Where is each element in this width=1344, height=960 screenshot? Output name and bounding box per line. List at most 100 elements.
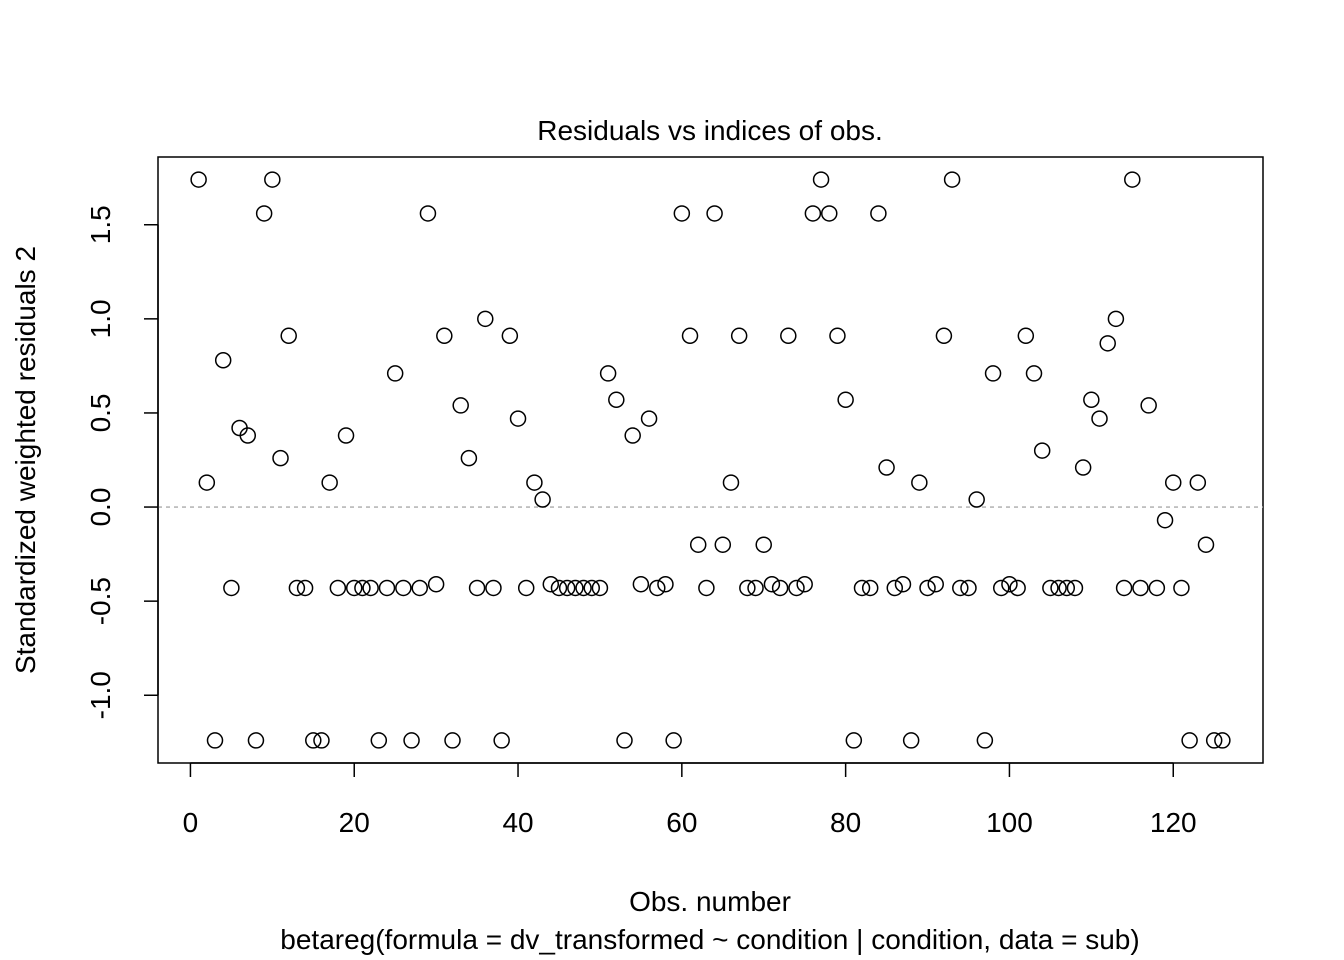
x-axis: 0 20 40 60 80 100 120	[183, 762, 1197, 838]
x-tick-label: 100	[986, 807, 1033, 838]
data-point	[206, 732, 224, 749]
x-tick-label: 80	[830, 807, 861, 838]
data-point	[542, 575, 560, 593]
data-point	[747, 579, 764, 597]
data-point	[1124, 171, 1141, 188]
data-point	[485, 579, 502, 597]
data-point	[477, 310, 494, 328]
data-point	[681, 327, 699, 345]
data-point	[1115, 579, 1133, 597]
x-tick-label: 0	[183, 807, 199, 838]
data-point	[870, 205, 887, 222]
data-point	[345, 579, 363, 597]
data-point	[927, 575, 944, 593]
data-point	[534, 491, 551, 508]
data-point	[509, 410, 527, 427]
data-point	[886, 579, 904, 597]
data-point	[214, 352, 232, 369]
data-point	[427, 575, 445, 593]
data-point	[902, 732, 920, 749]
data-point	[1083, 391, 1100, 409]
y-axis-label: Standardized weighted residuals 2	[10, 246, 41, 674]
data-point	[796, 575, 813, 593]
data-point	[763, 575, 781, 593]
data-point	[853, 579, 871, 597]
data-point	[943, 171, 961, 188]
data-point	[419, 205, 437, 222]
data-point	[755, 536, 772, 553]
data-point	[403, 732, 420, 749]
data-point	[460, 449, 478, 467]
data-point	[861, 579, 879, 597]
data-point	[329, 579, 347, 597]
data-point	[960, 579, 977, 597]
data-point	[198, 474, 216, 491]
data-point	[599, 365, 617, 382]
data-point	[386, 365, 404, 382]
data-point	[771, 579, 789, 597]
data-point	[739, 579, 756, 597]
data-point	[878, 459, 895, 476]
y-tick-label: -0.5	[85, 577, 116, 625]
data-point	[239, 427, 257, 444]
data-point	[362, 579, 379, 597]
data-point	[296, 579, 314, 597]
data-point	[264, 171, 281, 188]
data-point	[468, 579, 486, 597]
data-point	[321, 474, 338, 491]
data-point	[452, 397, 469, 414]
data-point	[976, 732, 994, 749]
data-point	[1074, 459, 1092, 476]
data-point	[911, 474, 928, 491]
y-tick-label: 1.5	[85, 205, 116, 244]
data-point	[812, 171, 830, 188]
data-point	[706, 205, 723, 222]
data-point	[1189, 474, 1207, 491]
data-point	[984, 365, 1002, 382]
data-point	[722, 474, 740, 491]
data-point	[616, 732, 633, 749]
data-point	[649, 579, 666, 597]
data-point	[305, 732, 322, 749]
data-point	[1001, 575, 1018, 593]
data-point	[894, 575, 912, 593]
data-point	[1058, 579, 1076, 597]
data-point	[1017, 327, 1035, 345]
data-point	[1156, 511, 1174, 529]
data-point	[845, 732, 863, 749]
data-point	[255, 205, 273, 222]
y-tick-label: 0.0	[85, 488, 116, 527]
x-tick-label: 40	[502, 807, 533, 838]
data-point	[411, 579, 429, 597]
data-point	[378, 579, 396, 597]
data-point	[657, 575, 674, 593]
data-point	[1197, 536, 1215, 553]
data-point	[313, 732, 330, 749]
y-axis: -1.0 -0.5 0.0 0.5 1.0 1.5	[85, 205, 159, 719]
data-point	[526, 474, 543, 491]
data-point	[780, 327, 797, 345]
data-point	[821, 205, 838, 222]
data-point	[788, 579, 805, 597]
data-point	[288, 579, 306, 597]
data-points	[190, 171, 1231, 749]
data-point	[1042, 579, 1059, 597]
data-point	[583, 579, 600, 597]
data-point	[1091, 410, 1108, 427]
data-point	[558, 579, 576, 597]
data-point	[337, 427, 355, 444]
data-point	[550, 579, 568, 597]
data-point	[640, 410, 658, 427]
data-point	[698, 579, 715, 597]
data-point	[1009, 579, 1026, 597]
data-point	[714, 536, 732, 553]
data-point	[517, 579, 535, 597]
data-point	[1025, 365, 1043, 382]
x-axis-label: Obs. number	[629, 886, 791, 917]
chart-title: Residuals vs indices of obs.	[537, 115, 883, 146]
data-point	[1132, 579, 1149, 597]
data-point	[1181, 732, 1198, 749]
data-point	[673, 205, 691, 222]
data-point	[1066, 579, 1084, 597]
